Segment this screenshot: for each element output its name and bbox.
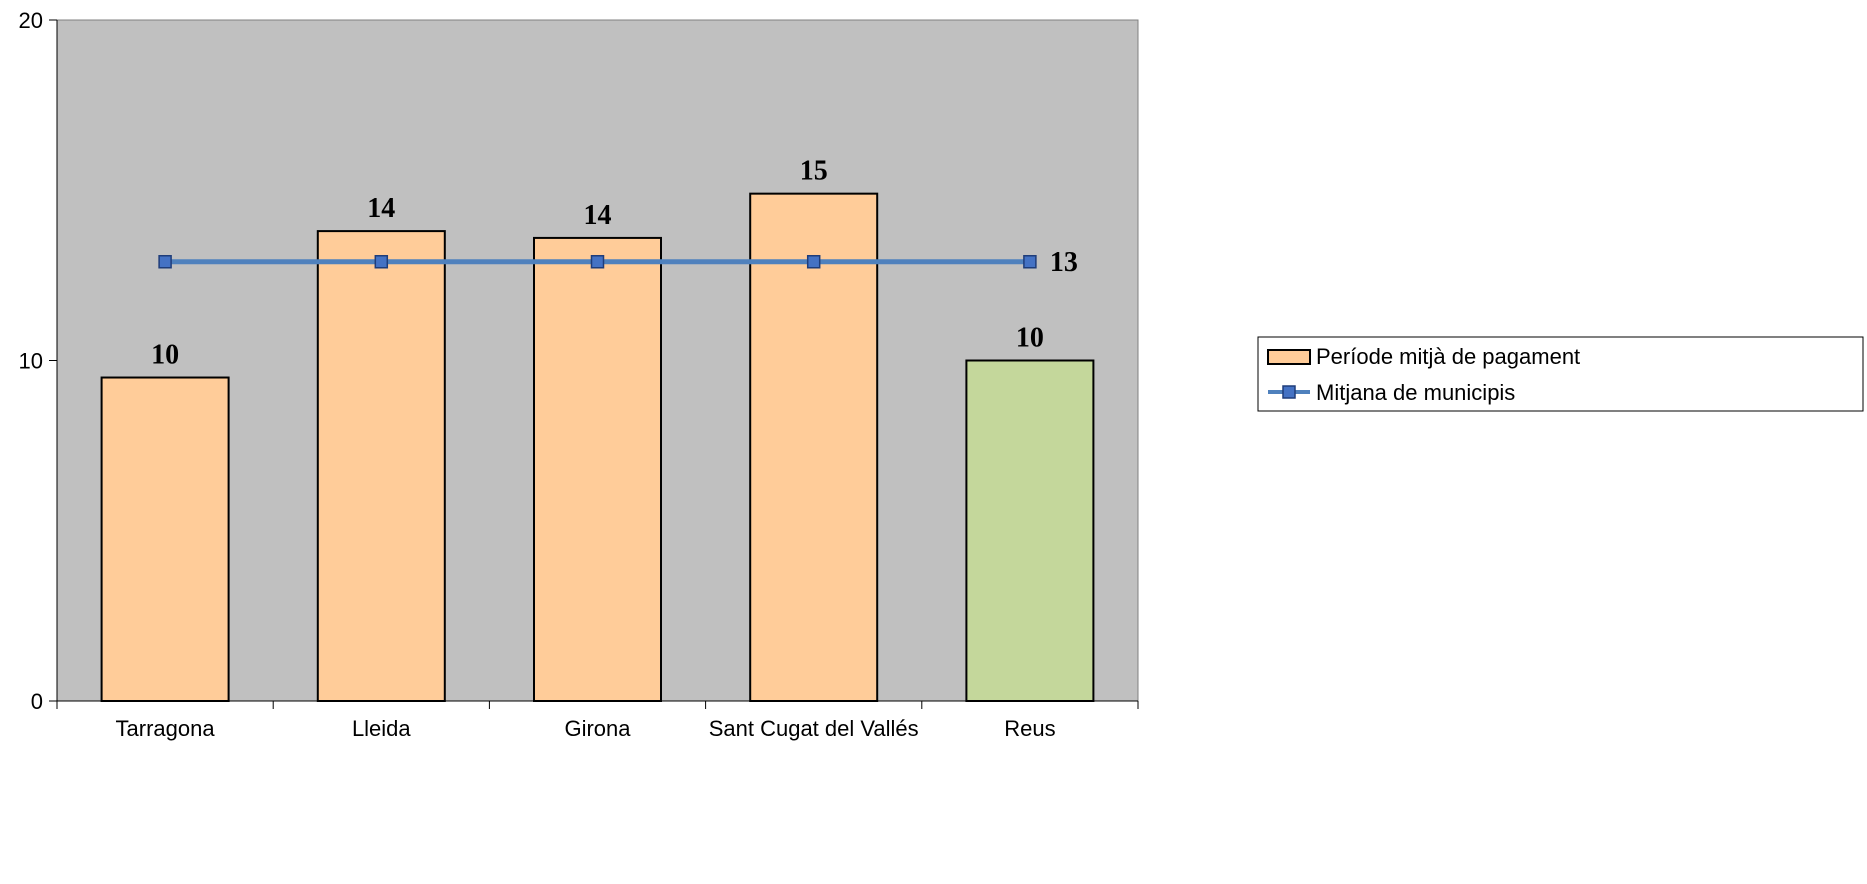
line-marker <box>158 255 172 269</box>
y-tick-label: 0 <box>31 689 43 714</box>
legend-line-marker <box>1282 385 1296 399</box>
x-tick-label: Girona <box>564 716 631 741</box>
bar <box>749 192 879 702</box>
bar <box>100 376 230 702</box>
x-tick-label: Lleida <box>352 716 411 741</box>
bar-data-label: 15 <box>800 156 828 187</box>
legend-box <box>1257 336 1864 412</box>
axes: 0 10 20 Tarragona Lleida Girona Sant Cugat del… <box>19 8 1139 741</box>
x-tick-label: Reus <box>1004 716 1055 741</box>
bar <box>316 230 446 703</box>
line-series <box>158 255 1037 269</box>
line-end-label: 13 <box>1050 247 1078 278</box>
bar-data-label: 10 <box>1016 323 1044 354</box>
bar <box>965 359 1095 702</box>
bar <box>533 236 662 702</box>
data-labels: 10 14 14 15 10 13 <box>151 156 1078 371</box>
x-tick-label: Sant Cugat del Vallés <box>709 716 919 741</box>
bar-series <box>100 192 1095 703</box>
y-tick-label: 20 <box>19 8 43 33</box>
line-marker <box>374 255 389 269</box>
legend: Període mitjà de pagament Mitjana de muni… <box>1257 336 1864 412</box>
legend-line-label: Mitjana de municipis <box>1316 380 1515 405</box>
y-tick-label: 10 <box>19 349 43 374</box>
line-marker <box>806 255 821 269</box>
bar-data-label: 14 <box>367 193 395 224</box>
line-marker <box>1023 255 1037 269</box>
bar-data-label: 10 <box>151 340 179 371</box>
bar-data-label: 14 <box>584 200 612 231</box>
legend-bar-swatch <box>1267 349 1311 365</box>
x-tick-label: Tarragona <box>116 716 216 741</box>
line-marker <box>590 255 605 269</box>
legend-bar-label: Període mitjà de pagament <box>1316 344 1580 369</box>
